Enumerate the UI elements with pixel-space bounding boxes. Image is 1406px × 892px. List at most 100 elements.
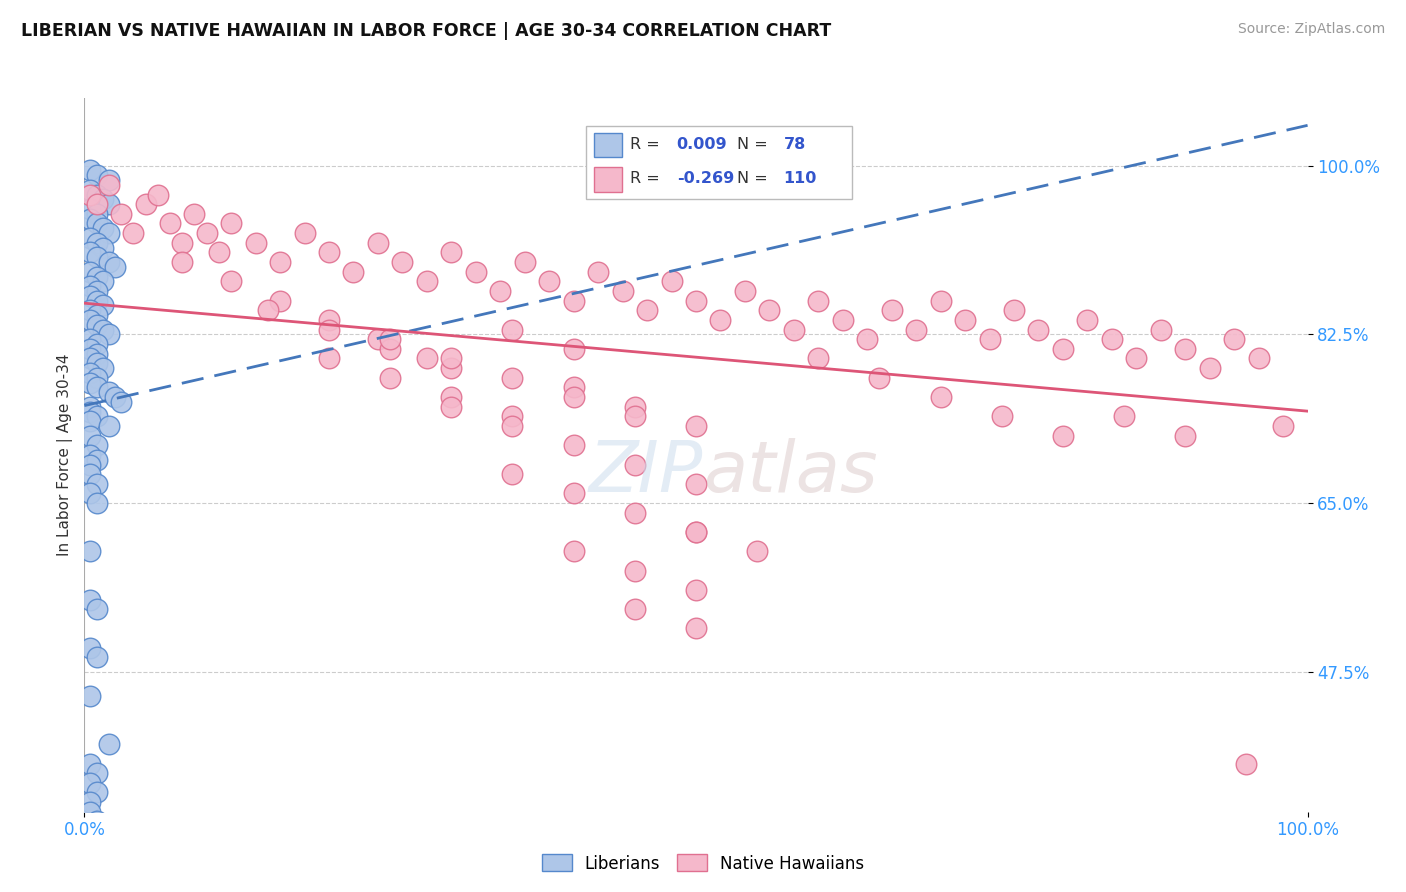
Point (501, 419, 523, 434)
Point (159, 217, 181, 231)
Point (79, 289, 101, 303)
Point (501, 322, 523, 336)
Point (86, 766, 108, 780)
Point (79, 313, 101, 327)
Point (79, 279, 101, 293)
Point (929, 390, 952, 404)
Point (79, 231, 101, 245)
Point (245, 235, 267, 250)
Point (79, 183, 101, 197)
Point (807, 351, 830, 366)
Point (440, 400, 463, 414)
Point (86, 496, 108, 510)
Point (1272, 419, 1295, 434)
Point (79, 414, 101, 428)
Point (1247, 351, 1270, 366)
Point (501, 467, 523, 482)
Point (367, 332, 389, 346)
Point (501, 371, 523, 385)
Point (86, 284, 108, 298)
Point (86, 269, 108, 284)
Point (416, 274, 439, 288)
Point (416, 351, 439, 366)
Point (391, 255, 413, 269)
Point (685, 476, 707, 491)
Point (86, 452, 108, 467)
Point (146, 187, 169, 202)
Point (86, 476, 108, 491)
Point (380, 342, 402, 356)
Point (929, 293, 952, 308)
Point (79, 163, 101, 178)
Point (1028, 322, 1050, 336)
Point (1234, 756, 1257, 771)
Legend: Liberians, Native Hawaiians: Liberians, Native Hawaiians (534, 847, 872, 880)
Point (97, 173, 120, 187)
Text: atlas: atlas (703, 438, 877, 508)
Text: 0.009: 0.009 (676, 137, 727, 153)
Point (685, 622, 707, 636)
Point (294, 226, 316, 240)
Point (269, 255, 291, 269)
Point (79, 458, 101, 472)
Point (79, 544, 101, 558)
Point (79, 824, 101, 838)
Point (709, 313, 731, 327)
Point (97, 226, 120, 240)
Point (318, 245, 340, 260)
Point (86, 356, 108, 370)
Point (79, 187, 101, 202)
Point (97, 419, 120, 434)
Point (97, 255, 120, 269)
Point (86, 308, 108, 322)
Point (86, 207, 108, 221)
Point (807, 293, 830, 308)
Point (86, 168, 108, 182)
Point (79, 351, 101, 366)
Point (513, 255, 536, 269)
Point (380, 371, 402, 385)
Point (624, 564, 647, 578)
Point (172, 255, 194, 269)
Point (318, 322, 340, 336)
Point (1052, 342, 1074, 356)
Point (86, 814, 108, 829)
Point (79, 486, 101, 500)
Point (172, 235, 194, 250)
Point (318, 313, 340, 327)
Point (562, 380, 585, 394)
Text: R =: R = (630, 137, 665, 153)
Point (342, 265, 364, 279)
Point (979, 332, 1001, 346)
Point (538, 274, 561, 288)
Point (183, 207, 205, 221)
Point (685, 524, 707, 539)
Point (97, 197, 120, 211)
Point (685, 582, 707, 597)
Point (86, 217, 108, 231)
Point (97, 737, 120, 751)
Y-axis label: In Labor Force | Age 30-34: In Labor Force | Age 30-34 (58, 353, 73, 557)
Point (219, 217, 242, 231)
Text: N =: N = (737, 171, 773, 186)
Point (562, 438, 585, 452)
Point (79, 342, 101, 356)
Point (79, 592, 101, 607)
Point (758, 303, 780, 318)
Text: ZIP: ZIP (589, 438, 703, 508)
Point (856, 332, 879, 346)
Point (1174, 342, 1197, 356)
Point (79, 640, 101, 655)
Text: R =: R = (630, 171, 665, 186)
Point (440, 390, 463, 404)
Point (104, 260, 127, 274)
Point (91, 241, 114, 255)
Point (380, 332, 402, 346)
Point (562, 544, 585, 558)
Text: LIBERIAN VS NATIVE HAWAIIAN IN LABOR FORCE | AGE 30-34 CORRELATION CHART: LIBERIAN VS NATIVE HAWAIIAN IN LABOR FOR… (21, 22, 831, 40)
Point (612, 284, 634, 298)
Point (86, 650, 108, 665)
Point (97, 178, 120, 192)
Point (783, 322, 806, 336)
Point (208, 245, 231, 260)
